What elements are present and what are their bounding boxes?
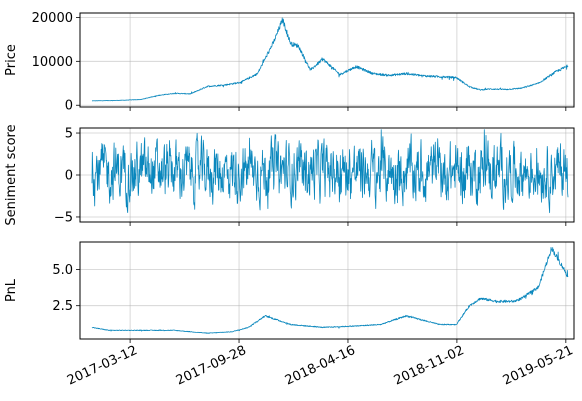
y-tick-label: 5.0 [52, 263, 73, 278]
plot-frame [79, 241, 575, 340]
y-tick-label: 2.5 [52, 299, 73, 314]
subplot-1: 0 10000 20000 Price [4, 11, 575, 114]
y-tick-label: −5 [54, 210, 73, 225]
y-tick-label: 0 [65, 99, 73, 114]
plot-frame [79, 127, 575, 223]
y-tick-label: 10000 [32, 55, 73, 70]
x-tick-label: 2018-11-02 [392, 343, 467, 389]
y-tick-label: 0 [65, 169, 73, 184]
x-tick-label: 2017-09-28 [174, 343, 249, 389]
x-tick-label: 2017-03-12 [65, 343, 140, 389]
y-axis-label: Seniment score [4, 124, 19, 225]
series-line-3 [91, 246, 569, 334]
y-axis-label: Price [4, 44, 19, 76]
x-tick-label: 2018-04-16 [283, 343, 358, 389]
y-tick-label: 20000 [32, 11, 73, 26]
y-axis-label: PnL [4, 278, 19, 302]
subplot-2: −5 0 5 Seniment score [4, 124, 575, 226]
plot-frame [79, 12, 575, 108]
y-tick-label: 5 [65, 127, 73, 142]
series-line-1 [91, 17, 569, 102]
x-tick-label: 2019-05-21 [501, 343, 576, 389]
series-line-2 [91, 129, 569, 214]
subplot-3: 2.5 5.0 PnL [4, 241, 575, 343]
